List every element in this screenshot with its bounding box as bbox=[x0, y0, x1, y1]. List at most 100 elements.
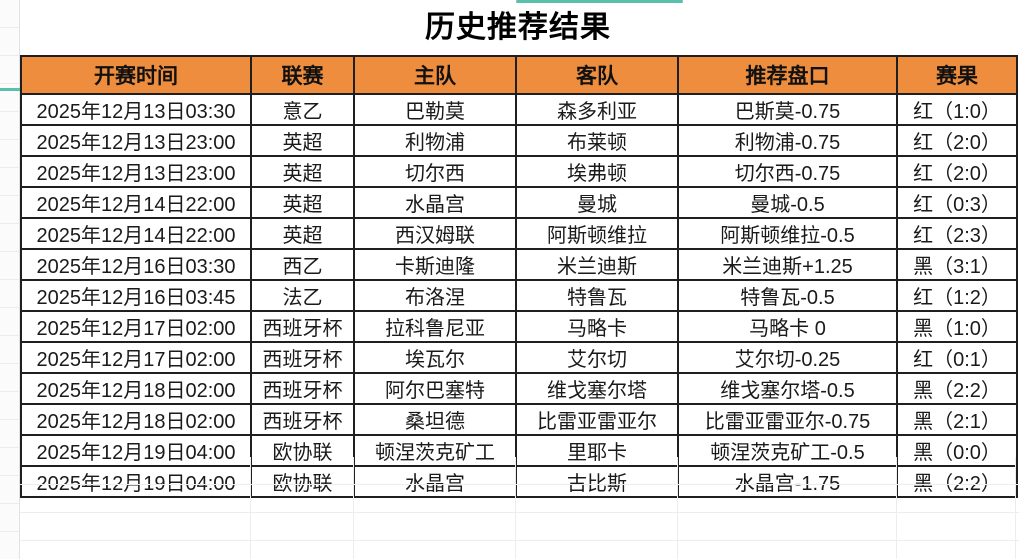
cell-home-team[interactable]: 顿涅茨克矿工 bbox=[353, 434, 517, 467]
cell-home-team[interactable]: 拉科鲁尼亚 bbox=[353, 310, 517, 343]
selection-accent-top bbox=[516, 0, 683, 3]
results-table: 开赛时间 联赛 主队 客队 推荐盘口 赛果 2025年12月13日03:30 意… bbox=[20, 55, 1018, 498]
cell-league[interactable]: 英超 bbox=[250, 186, 355, 219]
page-title: 历史推荐结果 bbox=[425, 11, 611, 44]
table-row: 2025年12月19日04:00 欧协联 顿涅茨克矿工 里耶卡 顿涅茨克矿工-0… bbox=[20, 434, 1018, 467]
cell-start-time[interactable]: 2025年12月19日04:00 bbox=[20, 465, 252, 498]
cell-league[interactable]: 欧协联 bbox=[250, 465, 355, 498]
cell-start-time[interactable]: 2025年12月14日22:00 bbox=[20, 186, 252, 219]
grid-line bbox=[353, 457, 354, 559]
cell-away-team[interactable]: 曼城 bbox=[515, 186, 679, 219]
cell-away-team[interactable]: 古比斯 bbox=[515, 465, 679, 498]
cell-result[interactable]: 黑（1:0） bbox=[896, 310, 1018, 343]
table-row: 2025年12月16日03:30 西乙 卡斯迪隆 米兰迪斯 米兰迪斯+1.25 … bbox=[20, 248, 1018, 281]
cell-handicap[interactable]: 维戈塞尔塔-0.5 bbox=[677, 372, 898, 405]
table-row: 2025年12月13日23:00 英超 利物浦 布莱顿 利物浦-0.75 红（2… bbox=[20, 124, 1018, 157]
cell-handicap[interactable]: 切尔西-0.75 bbox=[677, 155, 898, 188]
cell-handicap[interactable]: 巴斯莫-0.75 bbox=[677, 93, 898, 126]
cell-league[interactable]: 意乙 bbox=[250, 93, 355, 126]
cell-handicap[interactable]: 艾尔切-0.25 bbox=[677, 341, 898, 374]
header-result[interactable]: 赛果 bbox=[896, 55, 1018, 95]
cell-handicap[interactable]: 利物浦-0.75 bbox=[677, 124, 898, 157]
cell-start-time[interactable]: 2025年12月13日23:00 bbox=[20, 124, 252, 157]
cell-league[interactable]: 西班牙杯 bbox=[250, 341, 355, 374]
cell-result[interactable]: 黑（2:2） bbox=[896, 465, 1018, 498]
cell-away-team[interactable]: 维戈塞尔塔 bbox=[515, 372, 679, 405]
cell-home-team[interactable]: 水晶宫 bbox=[353, 186, 517, 219]
cell-result[interactable]: 红（0:1） bbox=[896, 341, 1018, 374]
cell-result[interactable]: 红（1:2） bbox=[896, 279, 1018, 312]
cell-result[interactable]: 黑（2:1） bbox=[896, 403, 1018, 436]
cell-league[interactable]: 英超 bbox=[250, 155, 355, 188]
cell-league[interactable]: 英超 bbox=[250, 217, 355, 250]
header-handicap[interactable]: 推荐盘口 bbox=[677, 55, 898, 95]
cell-home-team[interactable]: 阿尔巴塞特 bbox=[353, 372, 517, 405]
cell-away-team[interactable]: 比雷亚雷亚尔 bbox=[515, 403, 679, 436]
cell-home-team[interactable]: 切尔西 bbox=[353, 155, 517, 188]
cell-home-team[interactable]: 布洛涅 bbox=[353, 279, 517, 312]
cell-home-team[interactable]: 巴勒莫 bbox=[353, 93, 517, 126]
cell-away-team[interactable]: 埃弗顿 bbox=[515, 155, 679, 188]
cell-away-team[interactable]: 特鲁瓦 bbox=[515, 279, 679, 312]
header-home-team[interactable]: 主队 bbox=[353, 55, 517, 95]
table-row: 2025年12月14日22:00 英超 西汉姆联 阿斯顿维拉 阿斯顿维拉-0.5… bbox=[20, 217, 1018, 250]
cell-away-team[interactable]: 布莱顿 bbox=[515, 124, 679, 157]
cell-home-team[interactable]: 桑坦德 bbox=[353, 403, 517, 436]
row-header-gutter bbox=[0, 0, 20, 559]
header-start-time[interactable]: 开赛时间 bbox=[20, 55, 252, 95]
cell-start-time[interactable]: 2025年12月19日04:00 bbox=[20, 434, 252, 467]
table-row: 2025年12月14日22:00 英超 水晶宫 曼城 曼城-0.5 红（0:3） bbox=[20, 186, 1018, 219]
selection-accent-left bbox=[0, 88, 21, 91]
cell-start-time[interactable]: 2025年12月13日23:00 bbox=[20, 155, 252, 188]
cell-away-team[interactable]: 阿斯顿维拉 bbox=[515, 217, 679, 250]
cell-league[interactable]: 西班牙杯 bbox=[250, 403, 355, 436]
cell-league[interactable]: 西班牙杯 bbox=[250, 372, 355, 405]
cell-result[interactable]: 红（2:0） bbox=[896, 155, 1018, 188]
cell-result[interactable]: 黑（0:0） bbox=[896, 434, 1018, 467]
cell-league[interactable]: 法乙 bbox=[250, 279, 355, 312]
cell-handicap[interactable]: 曼城-0.5 bbox=[677, 186, 898, 219]
cell-handicap[interactable]: 水晶宫-1.75 bbox=[677, 465, 898, 498]
cell-away-team[interactable]: 马略卡 bbox=[515, 310, 679, 343]
cell-league[interactable]: 英超 bbox=[250, 124, 355, 157]
cell-start-time[interactable]: 2025年12月17日02:00 bbox=[20, 310, 252, 343]
cell-home-team[interactable]: 利物浦 bbox=[353, 124, 517, 157]
cell-league[interactable]: 西班牙杯 bbox=[250, 310, 355, 343]
table-row: 2025年12月13日23:00 英超 切尔西 埃弗顿 切尔西-0.75 红（2… bbox=[20, 155, 1018, 188]
cell-away-team[interactable]: 米兰迪斯 bbox=[515, 248, 679, 281]
cell-league[interactable]: 欧协联 bbox=[250, 434, 355, 467]
cell-start-time[interactable]: 2025年12月13日03:30 bbox=[20, 93, 252, 126]
cell-home-team[interactable]: 埃瓦尔 bbox=[353, 341, 517, 374]
header-league[interactable]: 联赛 bbox=[250, 55, 355, 95]
cell-result[interactable]: 红（0:3） bbox=[896, 186, 1018, 219]
cell-handicap[interactable]: 马略卡 0 bbox=[677, 310, 898, 343]
cell-start-time[interactable]: 2025年12月17日02:00 bbox=[20, 341, 252, 374]
cell-start-time[interactable]: 2025年12月18日02:00 bbox=[20, 372, 252, 405]
cell-home-team[interactable]: 西汉姆联 bbox=[353, 217, 517, 250]
cell-home-team[interactable]: 卡斯迪隆 bbox=[353, 248, 517, 281]
cell-result[interactable]: 红（2:0） bbox=[896, 124, 1018, 157]
cell-league[interactable]: 西乙 bbox=[250, 248, 355, 281]
cell-away-team[interactable]: 森多利亚 bbox=[515, 93, 679, 126]
cell-handicap[interactable]: 特鲁瓦-0.5 bbox=[677, 279, 898, 312]
cell-result[interactable]: 黑（3:1） bbox=[896, 248, 1018, 281]
cell-handicap[interactable]: 米兰迪斯+1.25 bbox=[677, 248, 898, 281]
cell-result[interactable]: 红（2:3） bbox=[896, 217, 1018, 250]
cell-start-time[interactable]: 2025年12月18日02:00 bbox=[20, 403, 252, 436]
table-row: 2025年12月17日02:00 西班牙杯 拉科鲁尼亚 马略卡 马略卡 0 黑（… bbox=[20, 310, 1018, 343]
cell-start-time[interactable]: 2025年12月16日03:45 bbox=[20, 279, 252, 312]
header-away-team[interactable]: 客队 bbox=[515, 55, 679, 95]
cell-away-team[interactable]: 艾尔切 bbox=[515, 341, 679, 374]
cell-home-team[interactable]: 水晶宫 bbox=[353, 465, 517, 498]
cell-away-team[interactable]: 里耶卡 bbox=[515, 434, 679, 467]
table-row: 2025年12月18日02:00 西班牙杯 阿尔巴塞特 维戈塞尔塔 维戈塞尔塔-… bbox=[20, 372, 1018, 405]
cell-handicap[interactable]: 顿涅茨克矿工-0.5 bbox=[677, 434, 898, 467]
cell-result[interactable]: 黑（2:2） bbox=[896, 372, 1018, 405]
grid-line bbox=[250, 457, 251, 559]
cell-handicap[interactable]: 比雷亚雷亚尔-0.75 bbox=[677, 403, 898, 436]
cell-start-time[interactable]: 2025年12月16日03:30 bbox=[20, 248, 252, 281]
grid-line bbox=[896, 457, 897, 559]
cell-start-time[interactable]: 2025年12月14日22:00 bbox=[20, 217, 252, 250]
cell-result[interactable]: 红（1:0） bbox=[896, 93, 1018, 126]
cell-handicap[interactable]: 阿斯顿维拉-0.5 bbox=[677, 217, 898, 250]
